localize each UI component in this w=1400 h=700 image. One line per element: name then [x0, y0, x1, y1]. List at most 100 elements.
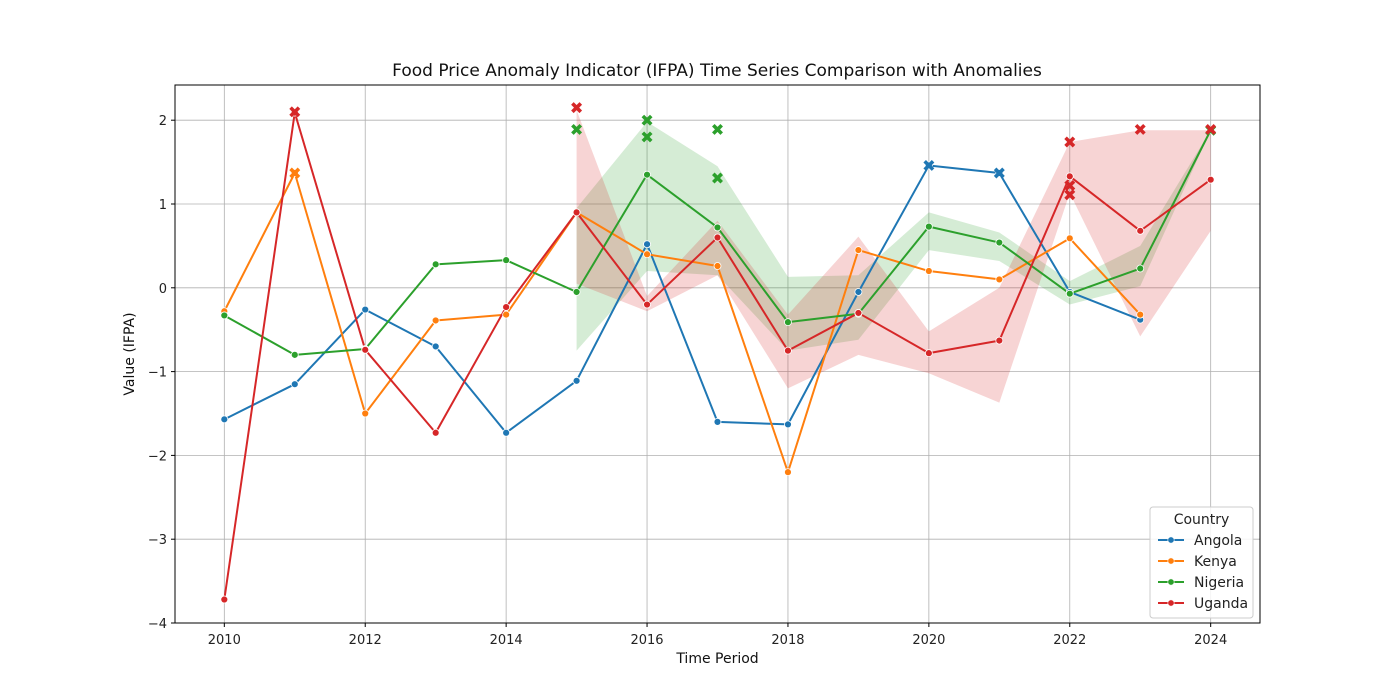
x-axis-title: Time Period	[675, 651, 758, 667]
legend-title: Country	[1174, 512, 1230, 528]
point-angola	[572, 376, 581, 385]
point-angola	[643, 240, 651, 249]
point-angola	[784, 420, 792, 429]
legend-label: Nigeria	[1194, 575, 1244, 591]
point-nigeria	[643, 170, 651, 179]
anomaly-nigeria	[641, 131, 653, 143]
anomaly-stroke	[1134, 123, 1146, 135]
anomaly-stroke	[571, 123, 583, 135]
legend-label: Uganda	[1194, 596, 1248, 612]
legend-swatch-marker	[1167, 557, 1175, 565]
x-tick-label: 2018	[771, 633, 804, 648]
point-uganda	[220, 595, 229, 604]
point-kenya	[924, 267, 933, 275]
point-uganda	[854, 309, 863, 317]
legend-item-kenya: Kenya	[1158, 554, 1237, 570]
anomaly-stroke	[993, 167, 1005, 179]
anomaly-stroke	[1064, 180, 1076, 192]
x-tick-label: 2020	[912, 633, 945, 648]
anomaly-uganda	[1064, 136, 1076, 148]
line-kenya	[223, 171, 1141, 474]
anomaly-uganda	[1064, 189, 1076, 201]
x-tick-label: 2016	[630, 633, 663, 648]
legend-item-nigeria: Nigeria	[1158, 575, 1244, 591]
point-angola	[713, 417, 722, 426]
point-nigeria	[1065, 289, 1074, 298]
point-angola	[431, 342, 440, 351]
point-kenya	[1136, 310, 1145, 319]
point-kenya	[854, 246, 863, 254]
anomaly-stroke	[712, 123, 723, 135]
point-kenya	[784, 468, 792, 477]
anomaly-nigeria	[571, 123, 583, 135]
point-uganda	[361, 345, 370, 354]
point-angola	[361, 305, 370, 314]
y-tick-label: −1	[148, 366, 167, 381]
anomaly-stroke	[1064, 189, 1076, 201]
y-tick-label: 0	[159, 282, 167, 297]
y-tick-label: −4	[148, 617, 167, 632]
anomaly-nigeria	[712, 172, 723, 184]
point-angola	[220, 415, 229, 424]
point-uganda	[1206, 175, 1215, 184]
point-uganda	[502, 303, 511, 311]
legend-label: Angola	[1194, 533, 1242, 549]
legend-swatch-marker	[1167, 578, 1175, 586]
point-angola	[290, 380, 299, 389]
anomaly-uganda	[289, 106, 301, 118]
anomaly-markers	[289, 102, 1217, 201]
point-kenya	[995, 275, 1004, 284]
x-tick-label: 2022	[1053, 633, 1086, 648]
anomaly-uganda	[1205, 123, 1217, 135]
point-kenya	[361, 409, 370, 418]
anomaly-stroke	[571, 102, 583, 114]
legend-swatch-marker	[1167, 536, 1175, 544]
point-angola	[854, 288, 863, 296]
x-tick-label: 2014	[490, 633, 523, 648]
point-uganda	[431, 428, 440, 437]
legend-item-uganda: Uganda	[1158, 596, 1248, 612]
y-tick-label: 1	[159, 198, 167, 213]
point-uganda	[643, 300, 651, 309]
legend-swatch-marker	[1167, 599, 1175, 607]
point-nigeria	[1136, 264, 1145, 273]
anomaly-stroke	[923, 159, 935, 171]
axis-ticks: 2010 2012 2014 2016 2018 2020 2022 2024 −4 −3 −2 −1…	[148, 114, 1227, 648]
point-nigeria	[784, 318, 792, 327]
band-uganda	[576, 110, 1211, 403]
x-tick-label: 2012	[349, 633, 382, 648]
point-nigeria	[924, 222, 933, 231]
point-nigeria	[290, 350, 299, 359]
point-nigeria	[431, 260, 440, 269]
point-nigeria	[713, 223, 722, 232]
y-tick-label: 2	[159, 114, 167, 129]
anomaly-stroke	[641, 131, 653, 143]
legend-box	[1149, 506, 1254, 619]
anomaly-stroke	[1205, 123, 1217, 135]
y-tick-label: −3	[148, 533, 167, 548]
point-uganda	[1136, 226, 1145, 235]
anomaly-stroke	[289, 167, 301, 179]
point-kenya	[713, 262, 722, 270]
point-uganda	[1065, 172, 1074, 181]
point-kenya	[431, 316, 440, 325]
series-markers	[220, 108, 1215, 604]
point-angola	[502, 428, 511, 437]
legend-label: Kenya	[1194, 554, 1237, 570]
point-uganda	[572, 208, 581, 217]
chart-title: Food Price Anomaly Indicator (IFPA) Time…	[392, 61, 1042, 81]
point-nigeria	[995, 238, 1004, 247]
point-kenya	[643, 250, 651, 259]
point-kenya	[1065, 234, 1074, 243]
point-uganda	[924, 349, 933, 358]
confidence-bands	[576, 110, 1211, 403]
band-nigeria	[576, 121, 1211, 351]
anomaly-kenya	[289, 167, 301, 179]
anomaly-uganda	[571, 102, 583, 114]
legend: Country Angola Kenya Nigeria Uganda	[1149, 506, 1254, 619]
point-nigeria	[572, 288, 581, 296]
anomaly-angola	[993, 167, 1005, 179]
x-tick-label: 2010	[208, 633, 241, 648]
y-axis-title: Value (IFPA)	[122, 312, 138, 395]
